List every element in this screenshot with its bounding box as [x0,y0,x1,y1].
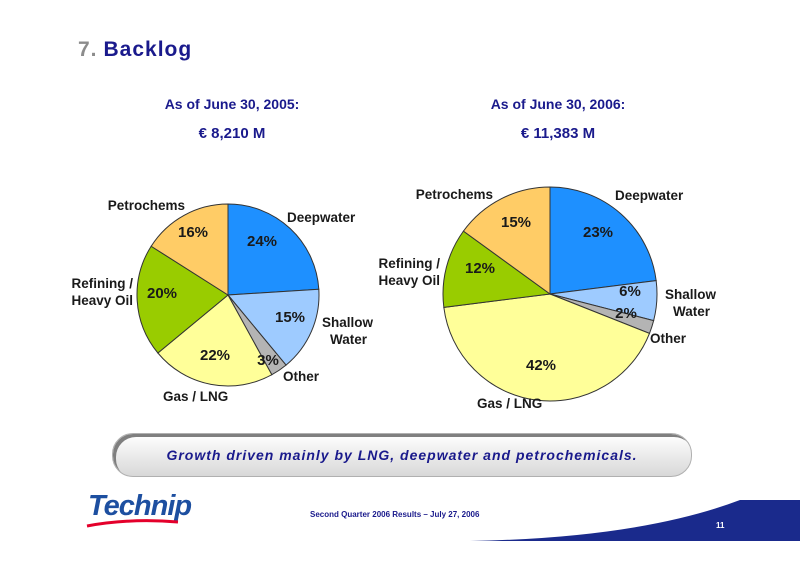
category-label: Petrochems [416,187,493,202]
category-label: Petrochems [108,198,185,213]
pie-slice-1-4 [157,294,273,387]
slice-percent-label: 16% [178,224,208,241]
pie-slice-2-6 [462,186,551,295]
category-label: Shallow [322,315,374,330]
slice-percent-label: 22% [200,347,230,364]
category-label: Other [283,369,320,384]
category-label: Gas / LNG [163,389,228,404]
category-label: Deepwater [615,188,684,203]
right-as-of: As of June 30, 2006: [490,96,626,112]
category-label: Heavy Oil [378,273,440,288]
slice-percent-label: 2% [615,305,637,322]
pie-slice-2-4 [443,293,651,402]
section-number: 7. [78,38,98,61]
left-total: € 8,210 M [198,125,266,142]
slice-percent-label: 12% [465,260,495,277]
page-title: 7. Backlog [78,38,192,62]
pie-slice-1-5 [136,245,229,354]
slice-percent-label: 6% [619,283,641,300]
callout-box: Growth driven mainly by LNG, deepwater a… [112,433,692,477]
slice-percent-label: 3% [257,352,279,369]
category-label: Other [650,331,687,346]
category-label: Shallow [665,287,717,302]
right-total: € 11,383 M [520,125,596,142]
left-as-of: As of June 30, 2005: [164,96,300,112]
pie-slice-1-6 [150,203,229,296]
category-label: Heavy Oil [71,293,133,308]
pie-slice-1-2 [226,288,320,366]
footer-text: Second Quarter 2006 Results – July 27, 2… [310,510,480,519]
category-label: Deepwater [287,210,356,225]
slice-percent-label: 20% [147,285,177,302]
technip-logo: Technip [88,490,192,522]
slice-percent-label: 15% [501,214,531,231]
callout-text: Growth driven mainly by LNG, deepwater a… [166,447,638,463]
pie-slice-1-1 [227,203,320,296]
section-title: Backlog [103,38,193,61]
slice-percent-label: 23% [583,224,613,241]
slice-percent-label: 24% [247,233,277,250]
page-number: 11 [716,521,725,530]
slice-percent-label: 42% [526,357,556,374]
category-label: Refining / [72,276,134,291]
category-label: Refining / [379,256,441,271]
logo-swoosh [86,519,179,528]
category-label: Water [330,332,368,347]
slice-percent-label: 15% [275,309,305,326]
category-label: Water [673,304,711,319]
pie-slice-2-1 [549,186,657,295]
pie-slice-2-5 [442,230,552,308]
category-label: Gas / LNG [477,396,542,411]
